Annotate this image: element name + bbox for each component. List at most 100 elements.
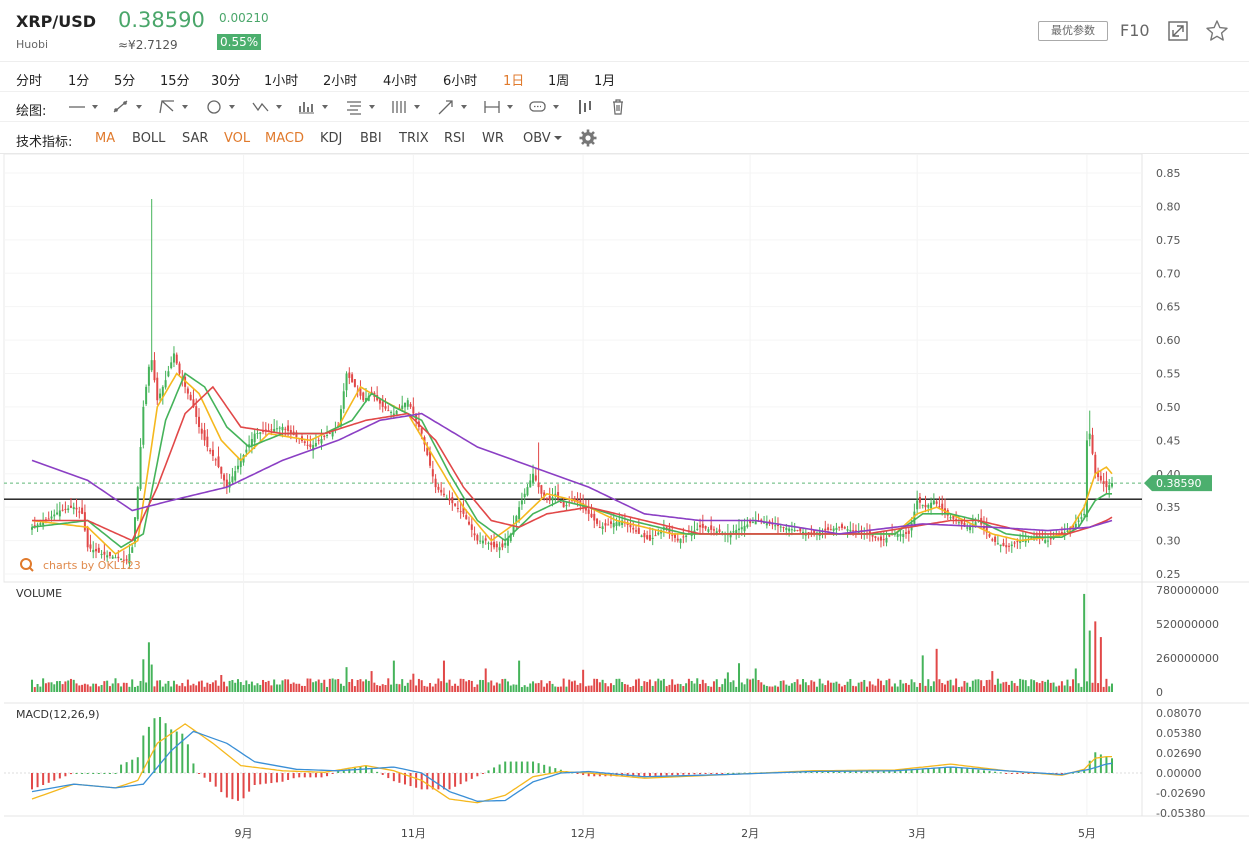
- star-icon[interactable]: [1205, 19, 1229, 43]
- indicator-ma[interactable]: MA: [95, 131, 116, 146]
- arrow-tool-icon[interactable]: [437, 98, 469, 116]
- macd-histogram-bar: [882, 771, 885, 773]
- trend-tool-icon[interactable]: [158, 98, 190, 116]
- macd-histogram-bar: [125, 762, 128, 773]
- measure-tool-icon[interactable]: [483, 98, 515, 116]
- volume-bar: [490, 680, 493, 692]
- timeframe-2[interactable]: 5分: [114, 74, 136, 89]
- volume-bar: [301, 685, 303, 692]
- volume-bar: [893, 683, 896, 692]
- candle: [754, 511, 757, 525]
- candle: [214, 457, 217, 466]
- line-tool-icon[interactable]: [68, 98, 100, 116]
- candle-body: [220, 466, 223, 474]
- volume-bar: [365, 679, 368, 692]
- bar-tool-icon[interactable]: [577, 98, 593, 116]
- wave-tool-icon[interactable]: [252, 98, 284, 116]
- indicator-sar[interactable]: SAR: [182, 131, 209, 146]
- candle: [841, 522, 843, 531]
- candle-body: [835, 527, 838, 531]
- fib-tool-icon[interactable]: [345, 98, 377, 116]
- indicator-wr[interactable]: WR: [482, 131, 504, 146]
- timeframe-3[interactable]: 15分: [160, 74, 190, 89]
- best-params-button[interactable]: 最优参数: [1038, 21, 1108, 41]
- candle-body: [217, 456, 220, 468]
- candle: [479, 532, 482, 545]
- candle-body: [815, 532, 818, 534]
- f10-button[interactable]: F10: [1120, 21, 1150, 40]
- chevron-down-icon[interactable]: [553, 133, 563, 143]
- indicator-obv[interactable]: OBV: [523, 131, 551, 146]
- volume-bar: [103, 681, 106, 692]
- trash-icon[interactable]: [610, 98, 626, 116]
- indicator-macd[interactable]: MACD: [265, 131, 304, 146]
- indicator-bbi[interactable]: BBI: [360, 131, 382, 146]
- volume-bar: [693, 683, 696, 692]
- volume-bar: [262, 679, 265, 692]
- timeframe-1[interactable]: 1分: [68, 74, 90, 89]
- candle-body: [715, 531, 718, 534]
- candle: [253, 428, 256, 450]
- timeframe-0[interactable]: 分时: [16, 74, 43, 89]
- price-chart[interactable]: 9月 11月 12月 2月 3月 5月 0.85 0.80 0.75 0.70 0.65 0.60 0.…: [0, 154, 1249, 854]
- macd-histogram-bar: [120, 764, 123, 773]
- indicator-trix[interactable]: TRIX: [399, 131, 429, 146]
- candle-body: [147, 366, 150, 386]
- candle-body: [100, 553, 103, 555]
- expand-icon[interactable]: [1167, 20, 1189, 42]
- volume-bar: [843, 684, 846, 692]
- candle: [871, 533, 874, 542]
- timeframe-4[interactable]: 30分: [211, 74, 241, 89]
- volume-bar: [1102, 686, 1105, 692]
- timeframe-11[interactable]: 1月: [594, 74, 616, 89]
- text-tool-icon[interactable]: [529, 98, 561, 116]
- macd-histogram-bar: [476, 773, 479, 777]
- candle: [545, 497, 548, 503]
- macd-histogram-bar: [86, 773, 89, 774]
- timeframe-10[interactable]: 1周: [548, 74, 570, 89]
- timeframe-6[interactable]: 2小时: [323, 74, 358, 89]
- candle: [406, 397, 409, 410]
- candle: [412, 397, 415, 415]
- timeframe-9[interactable]: 1日: [503, 74, 525, 89]
- volume-bar: [991, 671, 994, 692]
- volume-bar: [353, 686, 356, 692]
- candle-body: [211, 449, 214, 456]
- volume-tick-label: 0: [1156, 686, 1163, 699]
- timeframe-5[interactable]: 1小时: [264, 74, 299, 89]
- pattern-tool-icon[interactable]: [298, 98, 330, 116]
- macd-histogram-bar: [348, 769, 351, 773]
- candle-body: [392, 413, 395, 416]
- candle: [167, 365, 170, 378]
- candle-body: [493, 541, 496, 548]
- indicator-boll[interactable]: BOLL: [132, 131, 166, 146]
- ray-tool-icon[interactable]: [112, 98, 144, 116]
- volume-bar: [378, 685, 381, 692]
- indicator-rsi[interactable]: RSI: [444, 131, 466, 146]
- candle: [78, 506, 81, 519]
- indicator-kdj[interactable]: KDJ: [320, 131, 343, 146]
- candle-body: [328, 432, 331, 434]
- macd-histogram-bar: [47, 773, 50, 783]
- macd-histogram-bar: [520, 761, 523, 773]
- macd-histogram-bar: [259, 773, 262, 785]
- candle: [643, 530, 646, 543]
- volume-bar: [395, 683, 398, 692]
- timeframe-8[interactable]: 6小时: [443, 74, 478, 89]
- candle-body: [498, 547, 501, 551]
- volume-bar: [751, 678, 754, 692]
- candle-body: [387, 410, 390, 412]
- watermark-icon: [20, 558, 32, 570]
- timeframe-7[interactable]: 4小时: [383, 74, 418, 89]
- indicator-vol[interactable]: VOL: [224, 131, 251, 146]
- shape-tool-icon[interactable]: [205, 98, 237, 116]
- candle-body: [1024, 539, 1027, 543]
- candle: [907, 527, 910, 542]
- candle-body: [61, 509, 64, 511]
- candle-body: [473, 533, 476, 536]
- gear-icon[interactable]: [579, 129, 597, 147]
- macd-tick-label: 0.02690: [1156, 747, 1202, 760]
- gann-tool-icon[interactable]: [390, 98, 422, 116]
- volume-bar: [95, 683, 98, 692]
- candle: [1010, 541, 1013, 553]
